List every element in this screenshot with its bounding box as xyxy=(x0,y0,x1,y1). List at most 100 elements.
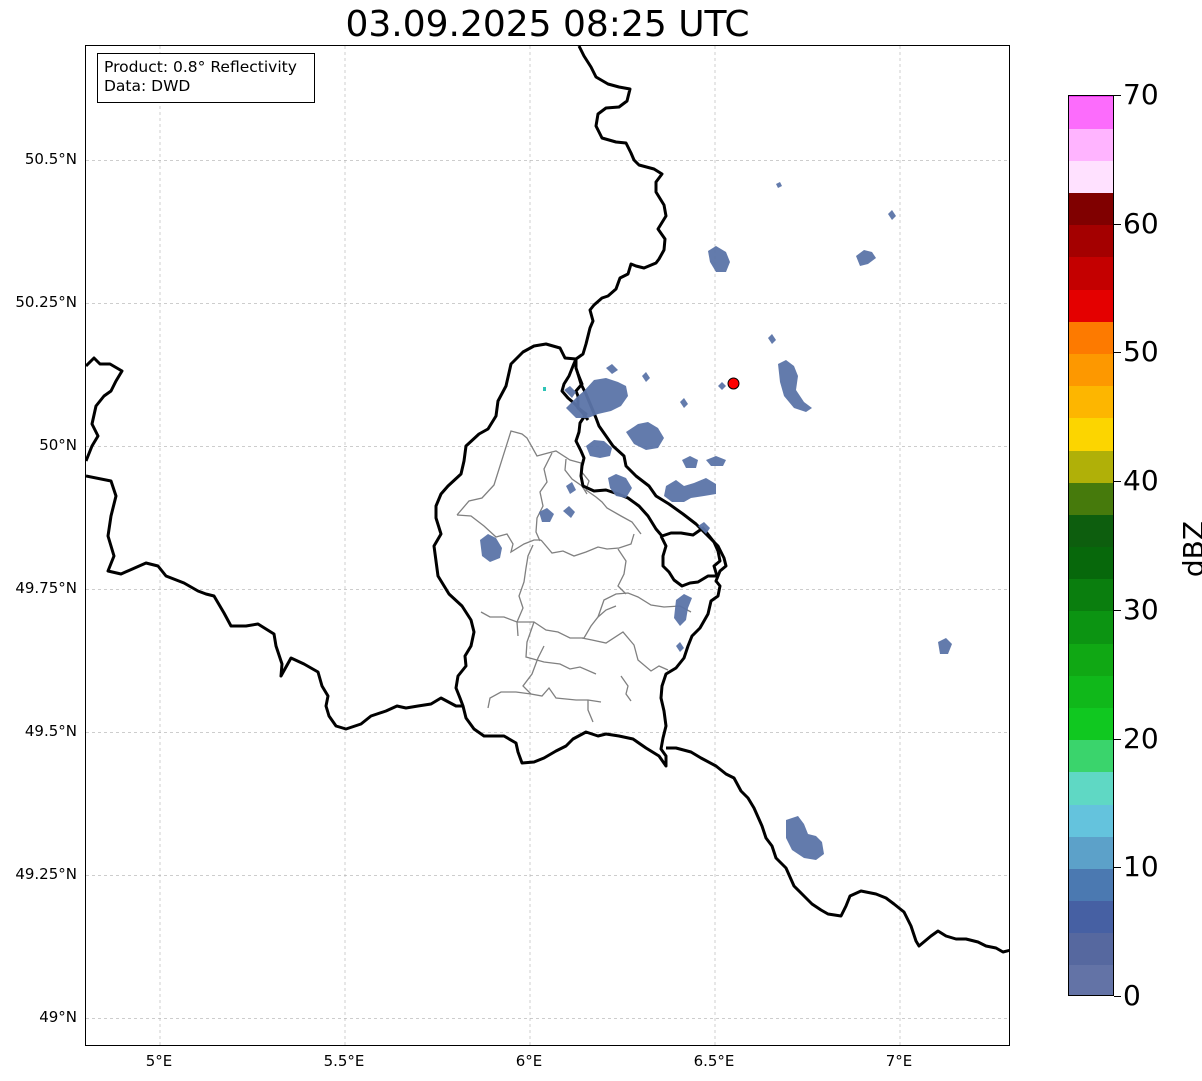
colorbar-segment xyxy=(1069,417,1113,451)
echo-cluster xyxy=(698,522,710,534)
district-border xyxy=(487,691,532,709)
colorbar-segment xyxy=(1069,964,1113,995)
colorbar-segment xyxy=(1069,256,1113,290)
radar-site-marker xyxy=(727,377,740,390)
colorbar-segment xyxy=(1069,546,1113,580)
echo-cluster xyxy=(786,816,824,860)
colorbar-tick-mark xyxy=(1114,481,1121,483)
echo-cluster xyxy=(778,360,812,412)
district-border xyxy=(564,458,588,495)
colorbar-tick-label: 70 xyxy=(1123,78,1159,111)
colorbar-tick-label: 10 xyxy=(1123,850,1159,884)
map-panel[interactable] xyxy=(85,45,1010,1046)
country-border-belgium-west xyxy=(86,356,124,462)
country-border-germany-belgium-france xyxy=(574,46,722,588)
lon-tick-label: 6.5°E xyxy=(693,1052,735,1070)
echo-cluster xyxy=(674,594,692,626)
district-border xyxy=(617,548,627,595)
lon-tick-label: 5.5°E xyxy=(323,1052,365,1070)
echo-cluster xyxy=(676,642,684,652)
colorbar-label: dBZ xyxy=(1177,520,1202,578)
lat-tick-label: 49.5°N xyxy=(24,722,77,741)
map-canvas[interactable] xyxy=(86,46,1010,1046)
colorbar-segment xyxy=(1069,192,1113,226)
colorbar-segment xyxy=(1069,578,1113,612)
district-border xyxy=(522,645,602,703)
lon-tick-label: 6°E xyxy=(515,1052,543,1070)
colorbar-segment xyxy=(1069,482,1113,515)
data-source-label: Data: DWD xyxy=(104,77,191,95)
colorbar-segment xyxy=(1069,803,1113,837)
lat-tick-label: 49.75°N xyxy=(15,579,77,598)
district-border xyxy=(535,452,553,542)
district-border xyxy=(456,430,642,535)
echo-cluster xyxy=(608,474,632,498)
map-title: 03.09.2025 08:25 UTC xyxy=(345,4,750,45)
colorbar-tick-label: 40 xyxy=(1123,464,1159,498)
colorbar-tick-mark xyxy=(1114,738,1121,740)
echo-cluster xyxy=(606,364,618,374)
colorbar-tick-mark xyxy=(1114,996,1121,997)
district-border xyxy=(597,592,692,618)
colorbar-tick-label: 0 xyxy=(1123,979,1141,1012)
colorbar-segment xyxy=(1069,289,1113,322)
district-border xyxy=(456,514,541,554)
echo-cluster xyxy=(586,440,612,458)
echo-pixel xyxy=(543,387,546,391)
colorbar-tick-label: 30 xyxy=(1123,592,1159,626)
echo-cluster xyxy=(566,378,628,418)
echo-cluster xyxy=(888,210,896,220)
lat-tick-label: 50.5°N xyxy=(24,150,77,169)
colorbar-tick-mark xyxy=(1114,95,1121,96)
colorbar-segment xyxy=(1069,739,1113,773)
country-border-germany-france xyxy=(666,746,1009,954)
echo-cluster xyxy=(680,398,688,408)
district-border xyxy=(480,605,617,639)
district-border xyxy=(587,700,594,723)
lat-tick-label: 50°N xyxy=(39,436,77,455)
echo-cluster xyxy=(708,246,730,272)
gridlines xyxy=(86,46,1009,1045)
district-border xyxy=(581,631,669,672)
echo-cluster xyxy=(938,638,952,654)
colorbar-segment xyxy=(1069,675,1113,708)
colorbar-segment xyxy=(1069,96,1113,97)
colorbar-segment xyxy=(1069,128,1113,161)
colorbar-tick-mark xyxy=(1114,352,1121,354)
colorbar-tick-mark xyxy=(1114,223,1121,225)
country-border-france-belgium-west xyxy=(86,474,462,731)
echo-cluster xyxy=(664,478,716,502)
colorbar-segment xyxy=(1069,836,1113,869)
colorbar-segment xyxy=(1069,385,1113,419)
echo-cluster xyxy=(768,334,776,344)
echo-cluster xyxy=(856,250,876,266)
colorbar-tick-mark xyxy=(1114,609,1121,611)
lat-tick-label: 49°N xyxy=(39,1008,77,1027)
echo-cluster xyxy=(776,182,782,188)
colorbar-segment xyxy=(1069,868,1113,902)
echo-cluster xyxy=(564,386,576,398)
colorbar-tick-label: 60 xyxy=(1123,206,1159,240)
colorbar-segment xyxy=(1069,353,1113,387)
colorbar-tick-label: 20 xyxy=(1123,721,1159,755)
colorbar-segment xyxy=(1069,707,1113,741)
district-border xyxy=(516,544,534,637)
colorbar-segment xyxy=(1069,449,1113,483)
district-border xyxy=(620,675,632,702)
country-borders xyxy=(86,46,1009,954)
product-label: Product: 0.8° Reflectivity xyxy=(104,58,297,76)
colorbar-segment xyxy=(1069,610,1113,644)
echo-cluster xyxy=(718,382,726,390)
colorbar-segment xyxy=(1069,96,1113,129)
colorbar xyxy=(1068,95,1114,996)
colorbar-segment xyxy=(1069,321,1113,355)
lat-tick-label: 50.25°N xyxy=(15,293,77,312)
colorbar-tick-mark xyxy=(1114,867,1121,869)
colorbar-segment xyxy=(1069,932,1113,966)
lon-tick-label: 7°E xyxy=(885,1052,913,1070)
echo-cluster xyxy=(480,534,502,562)
district-border xyxy=(540,533,635,557)
echo-cluster xyxy=(706,456,726,466)
colorbar-segment xyxy=(1069,643,1113,676)
echo-cluster xyxy=(626,422,664,450)
